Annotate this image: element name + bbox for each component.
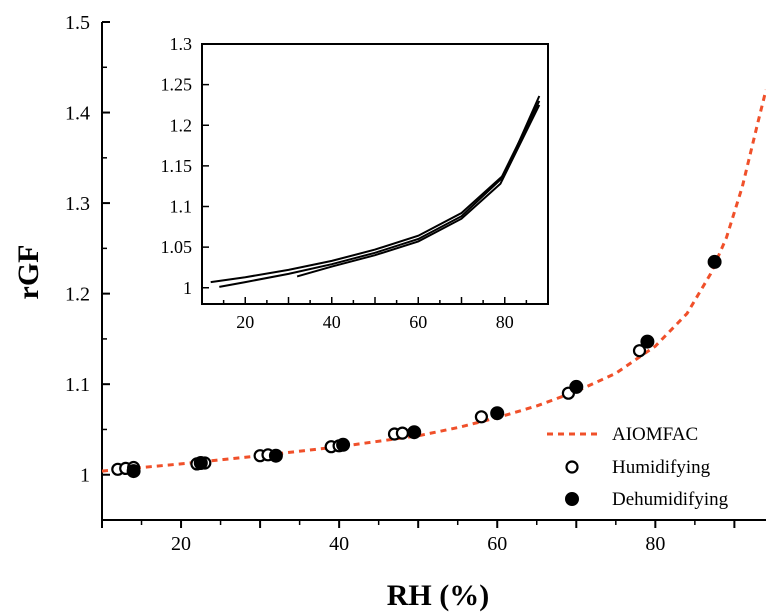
legend-dehumidifying-swatch [565, 492, 579, 506]
x-tick-label: 80 [645, 533, 665, 555]
inset-x-tick-label: 80 [496, 312, 514, 332]
dehumidifying-point [336, 437, 351, 452]
dehumidifying-point [569, 379, 584, 394]
aiomfac-curve [101, 89, 766, 473]
dehumidifying-point [707, 254, 722, 269]
inset-x-tick-label: 60 [409, 312, 427, 332]
x-tick-label: 40 [329, 533, 349, 555]
humidifying-point [474, 410, 488, 424]
y-tick-label: 1.2 [65, 284, 90, 306]
dehumidifying-point [126, 464, 141, 479]
legend-label: Humidifying [612, 457, 711, 478]
legend-humidifying-swatch [565, 460, 579, 474]
dehumidifying-point [268, 448, 283, 463]
y-tick-label: 1.5 [65, 12, 90, 34]
inset-y-tick-label: 1.15 [161, 156, 193, 176]
dehumidifying-point [640, 334, 655, 349]
humidifying-point [395, 426, 409, 440]
inset-x-tick-label: 40 [323, 312, 341, 332]
x-axis-title: RH (%) [387, 579, 489, 612]
dehumidifying-point [490, 406, 505, 421]
x-tick-label: 60 [487, 533, 507, 555]
inset-line [219, 100, 541, 288]
y-tick-label: 1 [80, 465, 90, 487]
inset-frame [201, 43, 549, 305]
legend-label: AIOMFAC [612, 424, 698, 445]
main-plot-area [101, 89, 766, 479]
inset-y-tick-label: 1.1 [170, 197, 193, 217]
dehumidifying-point [193, 456, 208, 470]
y-tick-label: 1.3 [65, 193, 90, 215]
main-axes: 1 1.1 1.2 1.3 1.4 1.5 20 40 60 80 [65, 12, 766, 555]
inset-y-tick-label: 1.3 [170, 34, 193, 54]
humidifying-point [632, 344, 647, 358]
inset-line [210, 95, 541, 284]
inset-y-tick-label: 1.2 [170, 115, 193, 135]
inset-line [296, 104, 541, 278]
legend: AIOMFAC Humidifying Dehumidifying [547, 424, 729, 510]
y-tick-label: 1.4 [65, 103, 90, 125]
inset-x-tick-label: 20 [236, 312, 254, 332]
inset-y-tick-label: 1 [183, 278, 192, 298]
inset-y-tick-label: 1.25 [161, 75, 193, 95]
x-tick-label: 20 [171, 533, 191, 555]
dehumidifying-point [407, 425, 422, 440]
inset-y-tick-label: 1.05 [161, 237, 193, 257]
inset-chart: 1 1.05 1.1 1.15 1.2 1.25 1.3 20 40 60 80 [161, 34, 549, 332]
y-axis-title: rGF [12, 245, 45, 300]
legend-label: Dehumidifying [612, 489, 729, 510]
y-tick-label: 1.1 [65, 374, 90, 396]
